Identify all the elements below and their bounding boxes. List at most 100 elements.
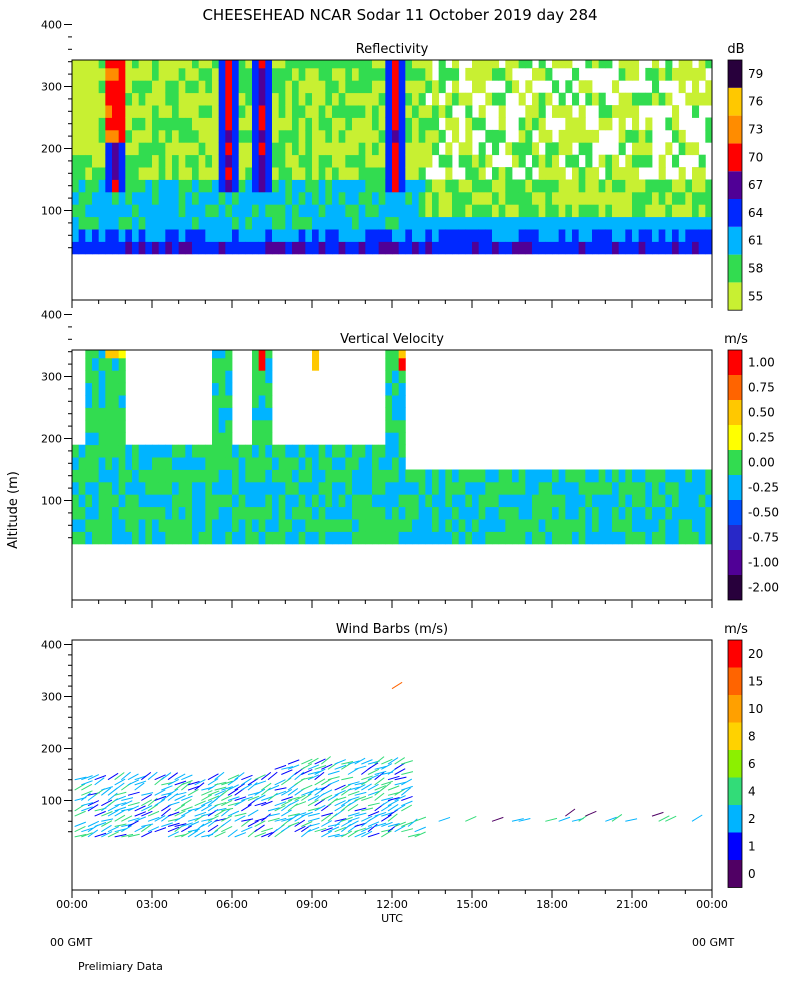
reflectivity-cell (452, 179, 460, 193)
reflectivity-cell (212, 60, 220, 69)
reflectivity-cell (452, 241, 460, 255)
reflectivity-cell (658, 154, 666, 168)
vertical-velocity-cell (352, 457, 360, 470)
reflectivity-cell (418, 216, 426, 230)
reflectivity-cell (198, 241, 206, 255)
vertical-velocity-cell (418, 519, 426, 532)
vertical-velocity-cell (278, 444, 286, 458)
reflectivity-cell (279, 31, 286, 44)
vertical-velocity-cell (378, 457, 386, 470)
reflectivity-cell (405, 154, 413, 168)
reflectivity-cell (338, 216, 346, 230)
reflectivity-cell (218, 60, 226, 69)
wind-barb (107, 826, 120, 833)
reflectivity-cell (465, 167, 473, 180)
reflectivity-cell (525, 31, 532, 44)
wind-barb (207, 824, 219, 833)
vertical-velocity-cell (398, 382, 406, 396)
vertical-velocity-cell (152, 506, 160, 520)
wind-barb (127, 791, 140, 796)
vertical-velocity-cell (205, 494, 213, 508)
reflectivity-cell (465, 105, 473, 118)
vertical-velocity-cell (112, 519, 120, 532)
reflectivity-cell (212, 154, 220, 168)
reflectivity-cell (552, 60, 560, 69)
reflectivity-cell (585, 167, 593, 180)
reflectivity-cell (205, 142, 213, 156)
reflectivity-cell (332, 204, 340, 218)
colorbar-tick-label: 8 (748, 729, 756, 743)
reflectivity-cell (105, 67, 113, 81)
wind-barb (307, 799, 319, 807)
reflectivity-cell (92, 18, 99, 31)
reflectivity-cell (245, 117, 253, 131)
reflectivity-cell (238, 80, 246, 94)
reflectivity-cell (545, 142, 553, 156)
reflectivity-cell (85, 92, 93, 106)
reflectivity-cell (178, 92, 186, 106)
colorbar-frame (727, 349, 743, 601)
vertical-velocity-cell (238, 469, 246, 483)
reflectivity-cell (598, 179, 606, 193)
vertical-velocity-cell (285, 531, 293, 545)
vertical-velocity-cell (685, 531, 693, 545)
vertical-velocity-cell (478, 469, 486, 483)
reflectivity-cell (305, 117, 313, 131)
vertical-velocity-cell (558, 481, 566, 495)
vertical-velocity-cell (78, 494, 86, 508)
reflectivity-cell (312, 142, 320, 156)
vertical-velocity-cell (98, 494, 106, 508)
vertical-velocity-cell (98, 350, 106, 359)
vertical-velocity-cell (305, 494, 313, 508)
vertical-velocity-cell (632, 531, 640, 545)
reflectivity-cell (698, 92, 706, 106)
wind-barb (241, 818, 252, 827)
reflectivity-cell (698, 241, 706, 255)
reflectivity-cell (385, 229, 393, 242)
reflectivity-cell (345, 216, 353, 230)
vertical-velocity-cell (578, 506, 586, 520)
wind-barb (141, 799, 153, 807)
vertical-velocity-cell (198, 519, 206, 532)
vertical-velocity-cell (352, 531, 360, 545)
reflectivity-cell (678, 167, 686, 180)
wind-barb (294, 814, 306, 822)
vertical-velocity-cell (198, 531, 206, 545)
reflectivity-cell (552, 204, 560, 218)
vertical-velocity-cell (698, 481, 706, 495)
vertical-velocity-cell (92, 407, 100, 421)
reflectivity-cell (78, 105, 86, 118)
wind-barb (327, 793, 339, 801)
reflectivity-cell (405, 105, 413, 118)
vertical-velocity-cell (685, 506, 693, 520)
reflectivity-cell (165, 60, 173, 69)
reflectivity-cell (132, 117, 140, 131)
colorbar-segment (728, 832, 742, 860)
reflectivity-cell (98, 105, 106, 118)
reflectivity-cell (238, 142, 246, 156)
vertical-velocity-cell (265, 308, 272, 321)
reflectivity-cell (218, 241, 226, 255)
wind-barb (154, 789, 166, 796)
vertical-velocity-cell (172, 506, 180, 520)
wind-barb (267, 784, 280, 791)
vertical-velocity-cell (225, 321, 232, 334)
reflectivity-cell (632, 154, 640, 168)
vertical-velocity-cell (252, 506, 260, 520)
vertical-velocity-cell (318, 519, 326, 532)
vertical-velocity-cell (158, 469, 166, 483)
reflectivity-cell (665, 216, 673, 230)
reflectivity-cell (105, 92, 113, 106)
vertical-velocity-cell (392, 457, 400, 470)
vertical-velocity-cell (112, 321, 119, 334)
colorbar-tick-label: 10 (748, 702, 763, 716)
reflectivity-cell (625, 241, 633, 255)
wind-barb (321, 756, 331, 765)
vertical-velocity-cell (472, 506, 480, 520)
vertical-velocity-cell (192, 457, 200, 470)
reflectivity-cell (185, 60, 193, 69)
vertical-velocity-cell (392, 444, 400, 458)
reflectivity-cell (285, 80, 293, 94)
wind-barb (341, 820, 353, 827)
